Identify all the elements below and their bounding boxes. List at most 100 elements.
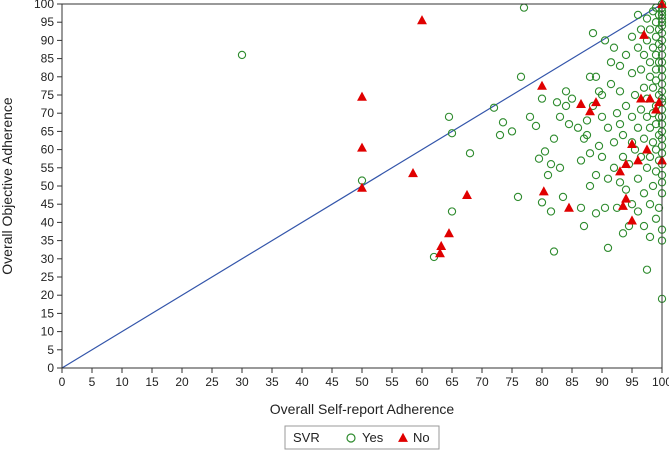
x-tick-label: 5 [89, 375, 96, 389]
x-tick-label: 40 [295, 375, 309, 389]
x-tick-label: 15 [145, 375, 159, 389]
data-point-yes [639, 134, 649, 143]
y-tick-label: 40 [41, 215, 55, 229]
data-point-yes [627, 200, 637, 209]
data-point-yes [618, 229, 628, 238]
x-tick-label: 20 [175, 375, 189, 389]
data-point-yes [582, 130, 592, 140]
data-point-yes [639, 50, 649, 60]
data-point-yes [633, 207, 643, 216]
data-point-no [408, 168, 418, 178]
y-tick-label: 75 [41, 88, 55, 102]
data-point-no [621, 158, 631, 169]
data-point-no [357, 91, 367, 101]
data-point-yes [591, 72, 601, 81]
y-tick-label: 85 [41, 52, 55, 66]
series-yes [237, 0, 667, 303]
data-point-yes [558, 192, 568, 202]
y-tick-label: 35 [41, 234, 55, 248]
y-tick-label: 10 [41, 325, 55, 339]
data-point-yes [591, 170, 601, 180]
x-tick-label: 65 [445, 375, 459, 389]
data-point-yes [651, 50, 661, 60]
data-point-yes [555, 163, 565, 172]
data-point-no [444, 228, 454, 238]
data-point-yes [585, 72, 595, 81]
y-tick-label: 20 [41, 288, 55, 302]
data-point-yes [639, 83, 649, 92]
data-point-yes [444, 112, 454, 121]
data-point-no [576, 98, 586, 108]
y-tick-label: 5 [47, 343, 54, 357]
y-tick-label: 80 [41, 70, 55, 84]
data-point-yes [654, 58, 664, 67]
data-point-yes [642, 265, 652, 274]
y-tick-label: 65 [41, 124, 55, 138]
data-point-yes [495, 130, 505, 140]
data-point-yes [465, 149, 475, 158]
data-point-yes [636, 25, 646, 34]
data-point-yes [630, 90, 640, 100]
data-point-yes [648, 181, 658, 191]
x-tick-label: 35 [265, 375, 279, 389]
data-point-no [435, 248, 445, 258]
data-point-yes [603, 174, 613, 183]
x-tick-label: 55 [385, 375, 399, 389]
data-point-yes [642, 163, 652, 172]
data-point-yes [618, 152, 628, 162]
data-point-no [636, 93, 646, 103]
x-tick-label: 10 [115, 375, 129, 389]
data-point-no [615, 166, 625, 176]
data-point-yes [642, 112, 652, 121]
data-point-yes [600, 203, 610, 212]
data-point-yes [612, 109, 622, 118]
legend-no-label: No [413, 430, 430, 445]
data-point-yes [567, 94, 577, 103]
y-tick-label: 100 [34, 0, 54, 11]
data-point-no [654, 97, 664, 107]
data-point-yes [627, 112, 637, 121]
data-point-yes [531, 121, 541, 131]
x-tick-label: 50 [355, 375, 369, 389]
x-tick-label: 70 [475, 375, 489, 389]
data-point-yes [621, 50, 631, 60]
data-point-yes [237, 50, 247, 60]
data-point-no [357, 182, 367, 192]
data-point-yes [642, 14, 652, 23]
legend-title: SVR [293, 430, 320, 445]
legend-yes-marker [346, 433, 356, 443]
data-point-yes [615, 87, 625, 96]
data-point-yes [573, 123, 583, 132]
data-point-yes [597, 152, 607, 162]
y-tick-label: 55 [41, 161, 55, 175]
x-tick-label: 80 [535, 375, 549, 389]
data-point-yes [609, 138, 619, 147]
x-tick-label: 90 [595, 375, 609, 389]
data-point-yes [537, 94, 547, 103]
data-point-yes [633, 43, 643, 52]
legend: SVR Yes No [284, 425, 440, 450]
data-point-yes [651, 145, 661, 154]
data-point-yes [633, 123, 643, 132]
data-point-no [618, 200, 628, 210]
y-tick-label: 45 [41, 197, 55, 211]
x-tick-label: 85 [565, 375, 579, 389]
data-point-yes [651, 65, 661, 74]
data-point-yes [621, 185, 631, 194]
data-point-yes [603, 243, 613, 253]
data-point-yes [561, 87, 571, 96]
data-point-yes [591, 209, 601, 218]
data-point-yes [582, 116, 592, 125]
data-point-yes [639, 189, 649, 198]
data-point-yes [588, 28, 598, 38]
data-point-yes [606, 58, 616, 67]
data-point-no [357, 142, 367, 152]
x-tick-label: 25 [205, 375, 219, 389]
data-point-yes [525, 112, 535, 121]
y-tick-label: 70 [41, 106, 55, 120]
data-point-no [538, 186, 549, 196]
data-point-yes [507, 127, 517, 136]
data-point-yes [609, 43, 619, 52]
x-tick-label: 60 [415, 375, 429, 389]
x-tick-label: 0 [59, 375, 66, 389]
